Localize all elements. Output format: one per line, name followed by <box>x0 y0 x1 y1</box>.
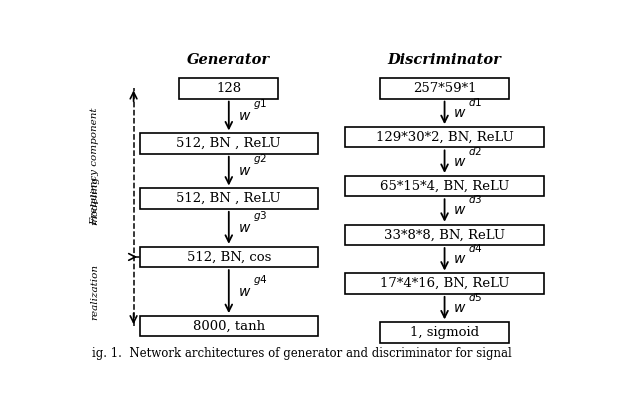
FancyBboxPatch shape <box>380 78 509 99</box>
Text: 128: 128 <box>216 82 241 95</box>
FancyBboxPatch shape <box>140 316 318 337</box>
Text: ig. 1.  Network architectures of generator and discriminator for signal: ig. 1. Network architectures of generato… <box>92 347 512 360</box>
Text: $\mathit{w}$: $\mathit{w}$ <box>454 155 467 169</box>
Text: $\mathit{w}$: $\mathit{w}$ <box>454 106 467 120</box>
Text: $\mathit{w}$: $\mathit{w}$ <box>237 109 251 123</box>
Text: 129*30*2, BN, ReLU: 129*30*2, BN, ReLU <box>376 131 513 144</box>
Text: $\mathit{w}$: $\mathit{w}$ <box>454 252 467 266</box>
Text: $\mathit{g}$$\mathit{3}$: $\mathit{g}$$\mathit{3}$ <box>253 209 267 223</box>
FancyBboxPatch shape <box>346 176 544 196</box>
Text: 8000, tanh: 8000, tanh <box>193 320 265 333</box>
FancyBboxPatch shape <box>140 133 318 154</box>
Text: $\mathit{d}$$\mathit{2}$: $\mathit{d}$$\mathit{2}$ <box>468 145 483 157</box>
FancyBboxPatch shape <box>346 274 544 294</box>
Text: Generator: Generator <box>188 53 270 67</box>
Text: $\mathit{d}$$\mathit{3}$: $\mathit{d}$$\mathit{3}$ <box>468 193 483 205</box>
Text: $\mathit{w}$: $\mathit{w}$ <box>454 301 467 315</box>
FancyBboxPatch shape <box>140 247 318 267</box>
Text: 17*4*16, BN, ReLU: 17*4*16, BN, ReLU <box>380 277 509 290</box>
Text: $\mathit{g}$$\mathit{1}$: $\mathit{g}$$\mathit{1}$ <box>253 97 267 111</box>
Text: $\mathit{w}$: $\mathit{w}$ <box>237 221 251 235</box>
Text: $\mathit{w}$: $\mathit{w}$ <box>237 285 251 299</box>
Text: $\mathit{g}$$\mathit{2}$: $\mathit{g}$$\mathit{2}$ <box>253 152 267 166</box>
Text: $\mathit{d}$$\mathit{4}$: $\mathit{d}$$\mathit{4}$ <box>468 242 483 254</box>
FancyBboxPatch shape <box>346 127 544 148</box>
Text: $\mathit{w}$: $\mathit{w}$ <box>454 204 467 218</box>
Text: $\mathit{d}$$\mathit{5}$: $\mathit{d}$$\mathit{5}$ <box>468 291 483 303</box>
Text: 512, BN , ReLU: 512, BN , ReLU <box>177 137 281 150</box>
Text: modeling: modeling <box>90 177 99 225</box>
Text: 512, BN , ReLU: 512, BN , ReLU <box>177 192 281 205</box>
FancyBboxPatch shape <box>140 189 318 209</box>
Text: realization: realization <box>90 263 99 319</box>
Text: Discriminator: Discriminator <box>388 53 502 67</box>
Text: $\mathit{g}$$\mathit{4}$: $\mathit{g}$$\mathit{4}$ <box>253 272 268 287</box>
Text: 1, sigmoid: 1, sigmoid <box>410 326 479 339</box>
FancyBboxPatch shape <box>179 78 278 99</box>
Text: $\mathit{d}$$\mathit{1}$: $\mathit{d}$$\mathit{1}$ <box>468 96 483 108</box>
Text: 257*59*1: 257*59*1 <box>413 82 476 95</box>
FancyBboxPatch shape <box>346 225 544 245</box>
Text: 65*15*4, BN, ReLU: 65*15*4, BN, ReLU <box>380 180 509 193</box>
FancyBboxPatch shape <box>380 322 509 343</box>
Text: $\mathit{w}$: $\mathit{w}$ <box>237 164 251 178</box>
Text: Frequency component: Frequency component <box>90 108 99 225</box>
Text: 512, BN, cos: 512, BN, cos <box>187 250 271 263</box>
Text: 33*8*8, BN, ReLU: 33*8*8, BN, ReLU <box>384 228 505 241</box>
